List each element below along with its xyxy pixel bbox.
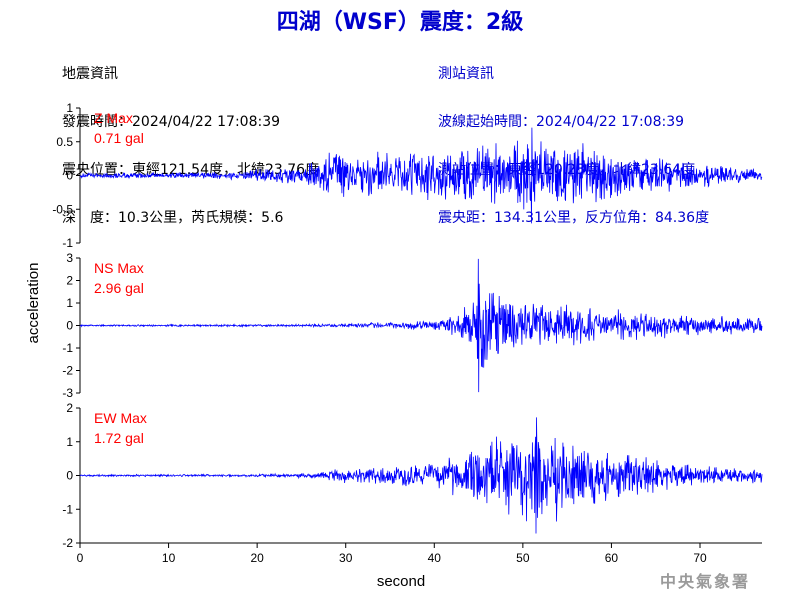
quake-info-header: 地震資訊 bbox=[62, 66, 118, 82]
y-tick-label: 0 bbox=[66, 319, 73, 333]
y-tick-label: -2 bbox=[62, 364, 73, 378]
y-tick-label: -1 bbox=[62, 341, 73, 355]
y-tick-label: 0 bbox=[66, 469, 73, 483]
max-value-ew: 1.72 gal bbox=[94, 430, 144, 446]
x-tick-label: 0 bbox=[77, 551, 84, 565]
y-tick-label: -2 bbox=[62, 536, 73, 550]
x-axis-label: second bbox=[377, 573, 425, 590]
x-tick-label: 10 bbox=[162, 551, 176, 565]
agency-watermark: 中央氣象署 bbox=[659, 572, 750, 591]
y-axis-label: acceleration bbox=[25, 263, 42, 344]
y-tick-label: 1 bbox=[66, 296, 73, 310]
max-label-ew: EW Max bbox=[94, 410, 147, 426]
y-tick-label: 0 bbox=[66, 169, 73, 183]
y-tick-label: 3 bbox=[66, 251, 73, 265]
y-tick-label: -1 bbox=[62, 502, 73, 516]
y-tick-label: -0.5 bbox=[52, 202, 73, 216]
y-tick-label: 1 bbox=[66, 435, 73, 449]
wave-start-time: 波線起始時間：2024/04/22 17:08:39 bbox=[438, 114, 685, 130]
max-label-z: Z Max bbox=[94, 110, 133, 126]
y-tick-label: 2 bbox=[66, 274, 73, 288]
epicentral-distance: 震央距：134.31公里，反方位角：84.36度 bbox=[438, 210, 710, 226]
depth-magnitude: 深 度：10.3公里，芮氏規模：5.6 bbox=[62, 210, 284, 226]
x-tick-label: 20 bbox=[250, 551, 264, 565]
x-tick-label: 60 bbox=[605, 551, 619, 565]
panel-ns: -3 -2 -1 0 1 2 3 NS Max 2.96 gal bbox=[62, 251, 763, 400]
waveform-trace-z bbox=[79, 127, 763, 224]
quake-info-block: 地震資訊 發震時間：2024/04/22 17:08:39 震央位置：東經121… bbox=[62, 34, 319, 258]
max-label-ns: NS Max bbox=[94, 260, 144, 276]
waveform-trace-ew bbox=[79, 417, 763, 534]
panel-z: -1 -0.5 0 0.5 1 Z Max 0.71 gal bbox=[52, 101, 763, 250]
x-tick-label: 30 bbox=[339, 551, 353, 565]
y-tick-label: -1 bbox=[62, 236, 73, 250]
x-tick-label: 40 bbox=[428, 551, 442, 565]
origin-time: 發震時間：2024/04/22 17:08:39 bbox=[62, 114, 281, 130]
max-value-z: 0.71 gal bbox=[94, 130, 144, 146]
y-tick-label: 0.5 bbox=[56, 135, 73, 149]
station-info-header: 測站資訊 bbox=[438, 66, 494, 82]
max-value-ns: 2.96 gal bbox=[94, 280, 144, 296]
panel-ew: -2 -1 0 1 2 EW Max 1.72 gal bbox=[62, 401, 763, 550]
y-tick-label: 1 bbox=[66, 101, 73, 115]
x-tick-label: 70 bbox=[693, 551, 707, 565]
y-tick-label: 2 bbox=[66, 401, 73, 415]
page-title: 四湖（WSF）震度：2級 bbox=[276, 10, 524, 35]
y-tick-label: -3 bbox=[62, 386, 73, 400]
x-tick-label: 50 bbox=[516, 551, 530, 565]
waveform-trace-ns bbox=[79, 258, 763, 393]
